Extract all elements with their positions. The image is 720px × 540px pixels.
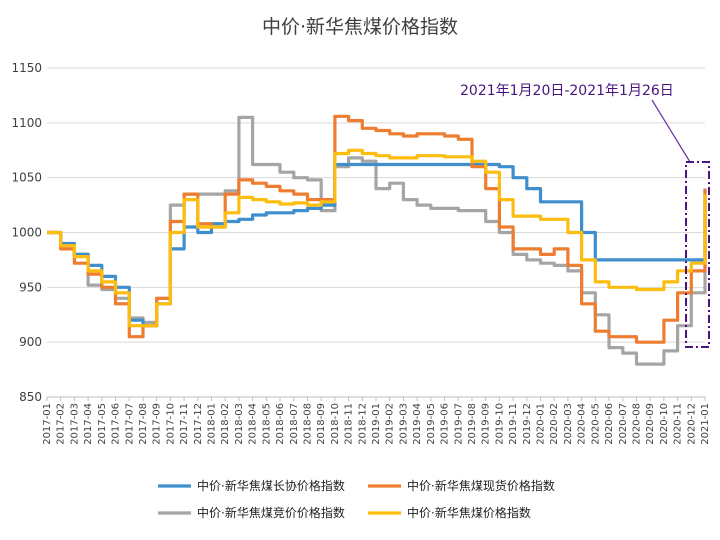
- x-tick-label: 2017-10: [165, 403, 176, 445]
- legend-label: 中价·新华焦煤竞价价格指数: [197, 505, 345, 520]
- x-tick-label: 2020-11: [673, 403, 684, 445]
- x-tick-label: 2017-06: [111, 403, 122, 445]
- x-tick-label: 2017-03: [69, 403, 80, 445]
- x-tick-label: 2018-05: [261, 403, 272, 445]
- annotation-label: 2021年1月20日-2021年1月26日: [460, 83, 674, 99]
- x-tick-label: 2020-02: [549, 403, 560, 445]
- x-tick-label: 2019-10: [494, 403, 505, 445]
- x-tick-label: 2018-08: [302, 403, 313, 445]
- x-tick-label: 2018-03: [234, 403, 245, 445]
- x-tick-label: 2018-01: [207, 403, 218, 445]
- x-tick-label: 2020-01: [536, 403, 547, 445]
- legend-label: 中价·新华焦煤长协价格指数: [197, 478, 345, 493]
- x-tick-label: 2018-11: [344, 403, 355, 445]
- x-tick-label: 2019-12: [522, 403, 533, 445]
- x-tick-label: 2020-05: [590, 403, 601, 445]
- x-tick-label: 2017-01: [42, 403, 53, 445]
- x-tick-label: 2020-03: [563, 403, 574, 445]
- y-axis-ticks: 850 900 950 1000 1050 1100 1150: [11, 61, 42, 404]
- annotation-leader: [651, 99, 691, 163]
- x-tick-label: 2017-12: [193, 403, 204, 445]
- y-tick-label: 1000: [11, 226, 42, 240]
- series-line-1: [47, 162, 707, 328]
- legend-label: 中价·新华焦煤现货价格指数: [407, 478, 555, 493]
- x-tick-label: 2020-08: [631, 403, 642, 445]
- x-tick-label: 2021-01: [700, 403, 711, 445]
- x-axis-ticks: 2017-01 2017-02 2017-03 2017-04 2017-05 2017-…: [42, 397, 711, 445]
- series-lines: [47, 114, 707, 366]
- series-line-4: [47, 148, 707, 328]
- x-tick-label: 2018-02: [220, 403, 231, 445]
- x-tick-label: 2018-04: [248, 403, 259, 445]
- x-tick-label: 2018-06: [275, 403, 286, 445]
- annotation: 2021年1月20日-2021年1月26日: [460, 83, 710, 348]
- x-tick-label: 2019-08: [467, 403, 478, 445]
- x-tick-label: 2018-09: [316, 403, 327, 445]
- x-tick-label: 2017-08: [138, 403, 149, 445]
- y-tick-label: 1050: [11, 171, 42, 185]
- gridlines: [47, 67, 705, 398]
- x-tick-label: 2019-03: [398, 403, 409, 445]
- x-tick-label: 2019-04: [412, 403, 423, 445]
- x-tick-label: 2019-01: [371, 403, 382, 445]
- x-tick-label: 2018-07: [289, 403, 300, 445]
- x-tick-label: 2019-06: [440, 403, 451, 445]
- annotation-box: [685, 161, 710, 348]
- x-tick-label: 2020-10: [659, 403, 670, 445]
- x-tick-label: 2019-07: [453, 403, 464, 445]
- x-tick-label: 2019-05: [426, 403, 437, 445]
- x-tick-label: 2018-12: [357, 403, 368, 445]
- x-tick-label: 2019-09: [481, 403, 492, 445]
- y-tick-label: 950: [19, 280, 42, 294]
- x-tick-label: 2017-02: [56, 403, 67, 445]
- x-tick-label: 2020-12: [686, 403, 697, 445]
- y-tick-label: 850: [19, 390, 42, 404]
- x-tick-label: 2020-07: [618, 403, 629, 445]
- series-line-2: [47, 114, 707, 344]
- x-tick-label: 2017-05: [97, 403, 108, 445]
- x-tick-label: 2020-09: [645, 403, 656, 445]
- y-tick-label: 1100: [11, 116, 42, 130]
- legend-label: 中价·新华焦煤价格指数: [407, 505, 531, 520]
- x-tick-label: 2017-09: [152, 403, 163, 445]
- y-tick-label: 900: [19, 335, 42, 349]
- y-tick-label: 1150: [11, 61, 42, 75]
- x-tick-label: 2017-07: [124, 403, 135, 445]
- x-tick-label: 2019-11: [508, 403, 519, 445]
- chart-title: 中价·新华焦煤价格指数: [262, 16, 458, 38]
- x-tick-label: 2017-11: [179, 403, 190, 445]
- x-tick-label: 2020-06: [604, 403, 615, 445]
- x-tick-label: 2017-04: [83, 403, 94, 445]
- x-tick-label: 2019-02: [385, 403, 396, 445]
- x-tick-label: 2020-04: [577, 403, 588, 445]
- x-tick-label: 2018-10: [330, 403, 341, 445]
